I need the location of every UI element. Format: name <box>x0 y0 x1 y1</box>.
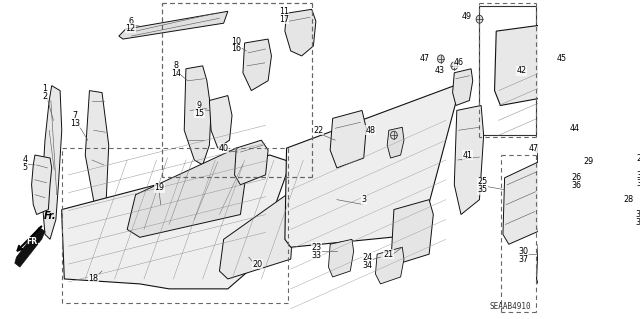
Text: 47: 47 <box>420 54 430 63</box>
Polygon shape <box>31 155 52 214</box>
Text: 5: 5 <box>22 163 28 173</box>
Text: 18: 18 <box>89 274 99 284</box>
Polygon shape <box>536 237 579 291</box>
Polygon shape <box>62 155 291 289</box>
Text: 7: 7 <box>72 111 77 120</box>
Text: 34: 34 <box>362 261 372 270</box>
Text: 42: 42 <box>516 66 527 75</box>
Text: 11: 11 <box>279 7 289 16</box>
Polygon shape <box>392 200 433 264</box>
Polygon shape <box>387 127 404 158</box>
Text: 38: 38 <box>636 179 640 188</box>
Polygon shape <box>209 96 232 148</box>
Polygon shape <box>495 23 559 106</box>
Circle shape <box>451 62 458 70</box>
Polygon shape <box>285 9 316 56</box>
Text: 32: 32 <box>636 210 640 219</box>
Polygon shape <box>503 162 542 244</box>
Text: 3: 3 <box>361 195 366 204</box>
Text: 22: 22 <box>314 126 324 135</box>
Text: 23: 23 <box>312 243 322 252</box>
Text: 6: 6 <box>128 17 133 26</box>
Circle shape <box>476 15 483 23</box>
Text: 37: 37 <box>518 255 528 263</box>
Text: 33: 33 <box>312 251 322 260</box>
Text: 27: 27 <box>636 153 640 162</box>
Circle shape <box>390 131 397 139</box>
Text: Fr.: Fr. <box>44 211 56 221</box>
Text: 41: 41 <box>463 151 473 160</box>
Text: 36: 36 <box>572 181 582 190</box>
Polygon shape <box>127 148 249 237</box>
Polygon shape <box>452 69 473 106</box>
Text: 45: 45 <box>557 54 566 63</box>
Text: 13: 13 <box>70 119 80 128</box>
Text: 9: 9 <box>196 101 202 110</box>
Text: 15: 15 <box>195 109 204 118</box>
Polygon shape <box>184 66 211 165</box>
Polygon shape <box>330 110 366 168</box>
Polygon shape <box>553 122 590 185</box>
Polygon shape <box>627 208 640 237</box>
Circle shape <box>438 55 444 63</box>
Text: 40: 40 <box>219 144 228 152</box>
Polygon shape <box>285 85 458 247</box>
Polygon shape <box>42 85 62 239</box>
Text: 17: 17 <box>279 15 289 24</box>
Text: SEAAB4910: SEAAB4910 <box>490 302 531 311</box>
Text: 35: 35 <box>477 185 488 194</box>
Polygon shape <box>234 140 268 185</box>
Text: 21: 21 <box>384 250 394 259</box>
Text: 14: 14 <box>171 69 181 78</box>
Text: 8: 8 <box>173 61 179 70</box>
Polygon shape <box>625 175 640 210</box>
Text: 4: 4 <box>22 155 28 165</box>
Polygon shape <box>119 11 228 39</box>
Text: FR.: FR. <box>26 237 40 246</box>
Text: 29: 29 <box>583 158 594 167</box>
Polygon shape <box>243 39 271 91</box>
Text: 48: 48 <box>365 126 376 135</box>
Text: 44: 44 <box>569 124 579 133</box>
Polygon shape <box>585 170 607 225</box>
Text: 31: 31 <box>636 171 640 180</box>
Text: 49: 49 <box>462 12 472 21</box>
Polygon shape <box>454 106 484 214</box>
Polygon shape <box>595 160 609 186</box>
Text: 28: 28 <box>623 195 634 204</box>
Polygon shape <box>616 193 630 221</box>
Text: 12: 12 <box>125 24 136 33</box>
Text: 20: 20 <box>252 260 262 269</box>
Bar <box>479 6 536 135</box>
Text: 26: 26 <box>572 173 582 182</box>
Polygon shape <box>85 91 109 210</box>
Text: 47: 47 <box>529 144 539 152</box>
Polygon shape <box>328 239 354 277</box>
Polygon shape <box>15 227 45 267</box>
Text: 43: 43 <box>435 66 445 75</box>
Text: 25: 25 <box>477 177 488 186</box>
Text: 30: 30 <box>518 247 528 256</box>
Polygon shape <box>536 140 562 192</box>
Text: 24: 24 <box>362 253 372 262</box>
Text: 2: 2 <box>42 92 47 101</box>
Polygon shape <box>620 155 640 192</box>
Text: 19: 19 <box>154 183 164 192</box>
Text: 39: 39 <box>636 218 640 227</box>
Text: 46: 46 <box>454 58 463 67</box>
Text: 10: 10 <box>231 37 241 46</box>
Polygon shape <box>220 195 295 279</box>
Text: 16: 16 <box>231 44 241 54</box>
Text: 1: 1 <box>42 84 47 93</box>
Polygon shape <box>376 247 404 284</box>
